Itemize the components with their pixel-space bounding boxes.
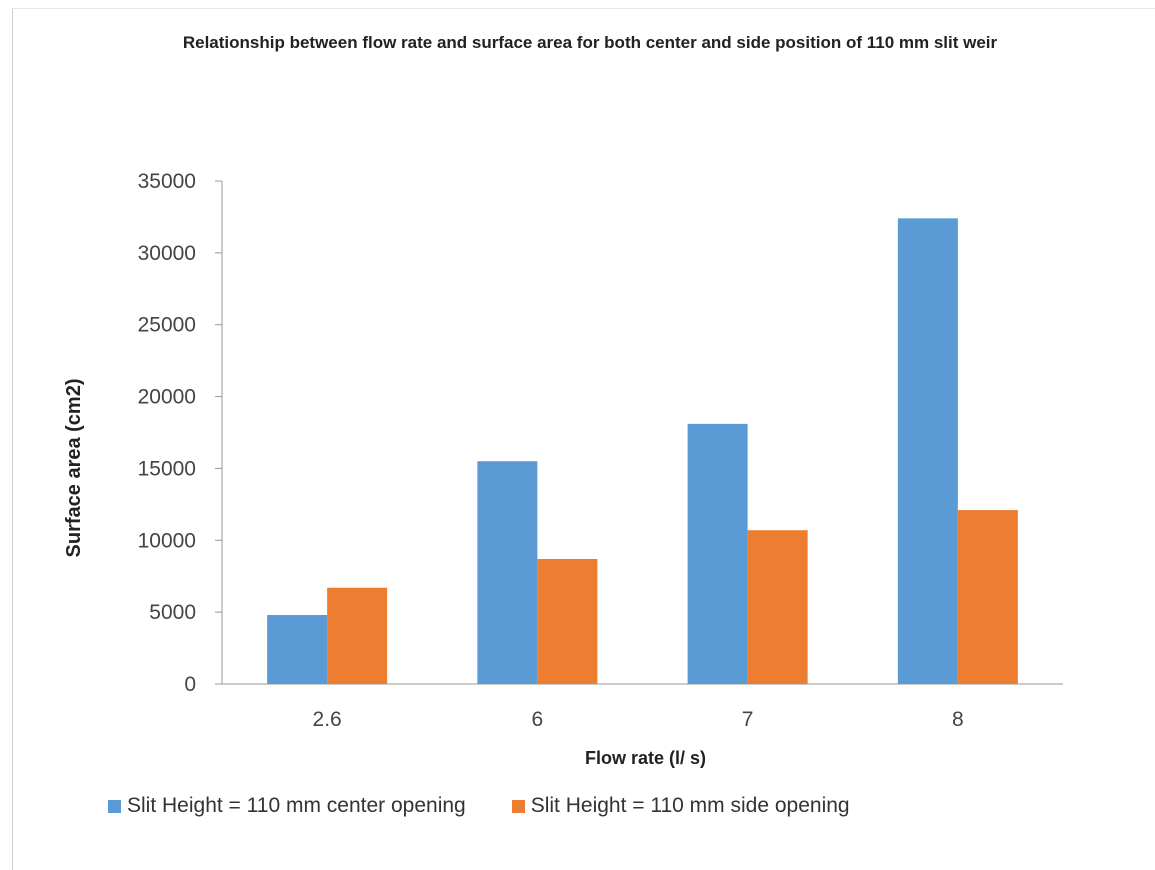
x-tick-label: 8: [952, 708, 964, 731]
legend-item-center-opening: Slit Height = 110 mm center opening: [108, 794, 466, 818]
bar-side-2.6: [327, 587, 388, 684]
legend-label-side: Slit Height = 110 mm side opening: [530, 794, 850, 817]
legend-item-side-opening: Slit Height = 110 mm side opening: [511, 794, 850, 818]
chart-title: Relationship between flow rate and surfa…: [182, 33, 998, 52]
y-tick-label: 20000: [138, 386, 196, 409]
y-tick-label: 5000: [149, 601, 196, 624]
y-axis-title: Surface area (cm2): [63, 379, 85, 558]
y-tick-label: 35000: [138, 170, 196, 193]
y-tick-label: 15000: [138, 457, 196, 480]
bar-center-2.6: [267, 615, 328, 684]
legend-swatch-side: [511, 799, 525, 813]
x-tick-label: 7: [742, 708, 754, 731]
bar-side-6: [537, 558, 598, 684]
y-tick-label: 30000: [138, 242, 196, 265]
x-tick-label: 6: [532, 708, 544, 731]
chart-legend: Slit Height = 110 mm center opening Slit…: [108, 794, 896, 818]
y-tick-label: 10000: [138, 529, 196, 552]
bar-center-8: [897, 218, 958, 684]
bar-center-6: [477, 461, 538, 684]
x-axis-title: Flow rate (l/ s): [585, 748, 706, 768]
bar-side-8: [957, 510, 1018, 684]
y-tick-label: 25000: [138, 314, 196, 337]
legend-swatch-center: [108, 799, 121, 813]
x-tick-label: 2.6: [313, 708, 342, 731]
bar-side-7: [747, 530, 808, 684]
y-tick-label: 0: [184, 673, 196, 696]
legend-label-center: Slit Height = 110 mm center opening: [127, 794, 466, 817]
chart-frame: [12, 8, 1155, 870]
bar-center-7: [687, 423, 748, 684]
